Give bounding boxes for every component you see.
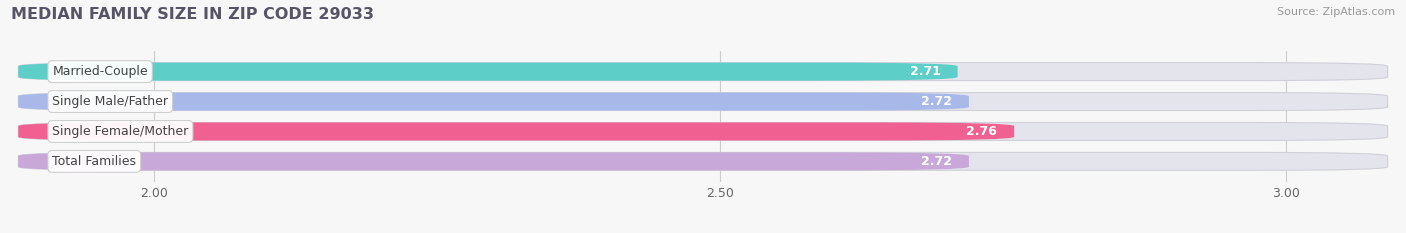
Text: 2.72: 2.72 (921, 155, 952, 168)
Text: MEDIAN FAMILY SIZE IN ZIP CODE 29033: MEDIAN FAMILY SIZE IN ZIP CODE 29033 (11, 7, 374, 22)
Text: Married-Couple: Married-Couple (52, 65, 148, 78)
Text: 2.76: 2.76 (966, 125, 997, 138)
FancyBboxPatch shape (18, 63, 1388, 81)
Text: Single Male/Father: Single Male/Father (52, 95, 169, 108)
FancyBboxPatch shape (18, 93, 1388, 110)
FancyBboxPatch shape (18, 123, 1014, 140)
FancyBboxPatch shape (18, 63, 957, 81)
FancyBboxPatch shape (18, 123, 1388, 140)
Text: 2.71: 2.71 (910, 65, 941, 78)
FancyBboxPatch shape (18, 152, 1388, 170)
FancyBboxPatch shape (18, 152, 969, 170)
Text: 2.72: 2.72 (921, 95, 952, 108)
FancyBboxPatch shape (18, 93, 969, 110)
Text: Single Female/Mother: Single Female/Mother (52, 125, 188, 138)
Text: Source: ZipAtlas.com: Source: ZipAtlas.com (1277, 7, 1395, 17)
Text: Total Families: Total Families (52, 155, 136, 168)
